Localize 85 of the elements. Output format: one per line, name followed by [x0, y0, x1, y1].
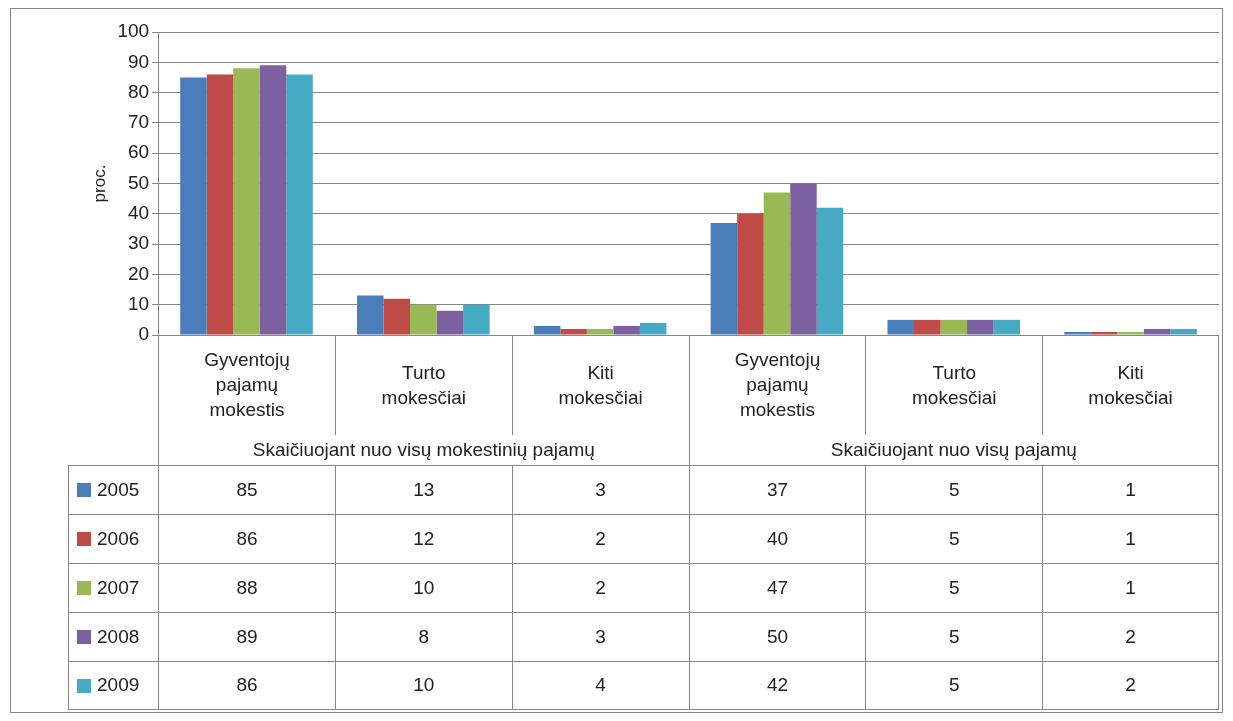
data-label: 3: [511, 612, 689, 661]
x-tick-label: Gyventojų pajamų mokestis: [158, 335, 335, 435]
data-label: 10: [334, 661, 512, 710]
bar: [586, 328, 614, 335]
bar: [763, 192, 791, 335]
y-tick-label: 80: [127, 80, 150, 102]
y-tick-label: 10: [127, 292, 150, 314]
data-label: 1: [1042, 563, 1219, 612]
data-label: 2: [511, 514, 689, 563]
legend-label: 2007: [96, 575, 140, 600]
x-tick-label: Turto mokesčiai: [865, 335, 1043, 435]
bar: [206, 74, 234, 335]
bar: [1170, 328, 1197, 335]
data-label: 86: [158, 514, 335, 563]
x-tick-label: Kiti mokesčiai: [511, 335, 689, 435]
bar: [533, 325, 561, 335]
y-axis-title: proc.: [89, 164, 109, 203]
bar: [560, 328, 587, 335]
bar: [286, 74, 313, 335]
y-tick-label: 90: [127, 50, 150, 72]
bar: [737, 213, 764, 335]
data-label: 1: [1042, 514, 1219, 563]
data-label: 50: [688, 612, 866, 661]
data-label: 88: [158, 563, 335, 612]
data-label: 5: [865, 661, 1043, 710]
legend-label: 2009: [96, 673, 140, 698]
bar: [639, 322, 667, 335]
legend-label: 2008: [96, 624, 140, 649]
bar: [1143, 328, 1171, 335]
data-label: 2: [1042, 661, 1219, 710]
x-tick-label: Kiti mokesčiai: [1042, 335, 1219, 435]
data-label: 40: [688, 514, 866, 563]
y-tick-label: 100: [117, 20, 150, 42]
y-tick-label: 40: [127, 202, 150, 224]
bar: [913, 319, 941, 335]
data-label: 86: [158, 661, 335, 710]
bar: [993, 319, 1021, 335]
data-label: 12: [334, 514, 512, 563]
data-label: 2: [511, 563, 689, 612]
y-tick-label: 60: [127, 141, 150, 163]
y-tick-label: 20: [127, 262, 150, 284]
data-label: 37: [688, 465, 866, 514]
bar: [1090, 331, 1118, 335]
bar: [790, 183, 817, 335]
bar: [357, 295, 384, 335]
data-label: 4: [511, 661, 689, 710]
y-tick-label: 0: [138, 323, 150, 345]
bar: [410, 304, 437, 335]
bar: [613, 325, 640, 335]
bar: [1117, 331, 1144, 335]
data-label: 5: [865, 612, 1043, 661]
data-label: 1: [1042, 465, 1219, 514]
bar: [463, 304, 490, 335]
data-label: 89: [158, 612, 335, 661]
bar: [259, 65, 287, 335]
text: Skaičiuojant nuo visų pajamų: [688, 435, 1219, 465]
bar: [967, 319, 994, 335]
legend-label: 2005: [96, 477, 140, 502]
bar: [710, 222, 738, 335]
x-tick-label: Turto mokesčiai: [334, 335, 512, 435]
legend-label: 2006: [96, 526, 140, 551]
bar: [436, 310, 464, 335]
y-tick-label: 30: [127, 232, 150, 254]
data-label: 85: [158, 465, 335, 514]
bar: [887, 319, 914, 335]
data-label: 47: [688, 563, 866, 612]
data-label: 13: [334, 465, 512, 514]
data-label: 5: [865, 465, 1043, 514]
data-label: 5: [865, 563, 1043, 612]
bar: [180, 77, 207, 335]
bar: [383, 298, 411, 335]
bar: [816, 207, 844, 335]
data-label: 3: [511, 465, 689, 514]
bar: [940, 319, 968, 335]
data-label: 10: [334, 563, 512, 612]
y-tick-label: 50: [127, 171, 150, 193]
data-label: 42: [688, 661, 866, 710]
data-label: 5: [865, 514, 1043, 563]
text: Skaičiuojant nuo visų mokestinių pajamų: [158, 435, 689, 465]
data-label: 2: [1042, 612, 1219, 661]
bar: [1064, 331, 1091, 335]
y-tick-label: 70: [127, 111, 150, 133]
bar: [233, 68, 260, 335]
data-label: 8: [334, 612, 512, 661]
x-tick-label: Gyventojų pajamų mokestis: [688, 335, 866, 435]
